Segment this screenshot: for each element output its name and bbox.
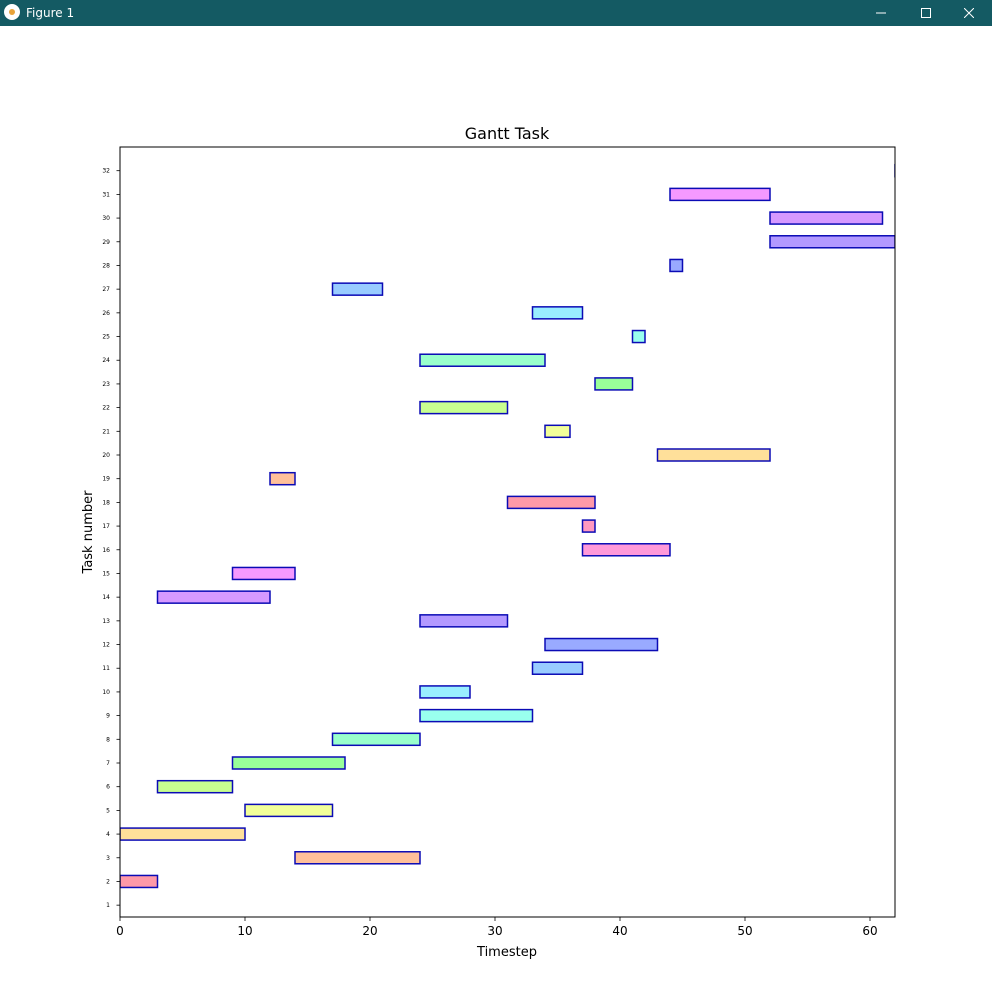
y-tick-label: 18 bbox=[102, 499, 110, 506]
y-tick-label: 16 bbox=[102, 547, 110, 554]
task-bar-16 bbox=[581, 543, 671, 557]
y-tick-label: 23 bbox=[102, 381, 110, 388]
y-tick-label: 11 bbox=[102, 665, 110, 672]
task-bar-11 bbox=[531, 661, 584, 675]
y-tick-label: 32 bbox=[102, 168, 110, 175]
x-axis-label: Timestep bbox=[476, 945, 537, 960]
x-tick-label: 20 bbox=[362, 924, 377, 938]
task-bar-20 bbox=[656, 448, 771, 462]
task-bar-25 bbox=[631, 329, 646, 344]
y-tick-label: 3 bbox=[106, 855, 110, 862]
y-tick-label: 21 bbox=[102, 428, 110, 435]
y-tick-label: 25 bbox=[102, 334, 110, 341]
task-bar-32 bbox=[894, 163, 895, 178]
task-bar-8 bbox=[331, 732, 421, 747]
task-bar-18 bbox=[506, 495, 596, 510]
task-bar-12 bbox=[544, 637, 659, 652]
task-bar-17 bbox=[581, 519, 596, 533]
task-bar-4 bbox=[120, 827, 246, 841]
y-tick-label: 27 bbox=[102, 286, 110, 293]
y-tick-label: 13 bbox=[102, 618, 110, 625]
window-title: Figure 1 bbox=[26, 6, 75, 20]
task-bar-5 bbox=[244, 803, 334, 818]
y-tick-label: 26 bbox=[102, 310, 110, 317]
y-tick-label: 12 bbox=[102, 642, 110, 649]
task-bar-22 bbox=[419, 400, 509, 415]
x-tick-label: 60 bbox=[862, 924, 877, 938]
y-tick-label: 19 bbox=[102, 476, 110, 483]
task-bar-14 bbox=[156, 590, 271, 604]
y-tick-label: 15 bbox=[102, 570, 110, 577]
task-bar-19 bbox=[269, 471, 296, 486]
task-bar-9 bbox=[419, 708, 534, 723]
maximize-button[interactable] bbox=[903, 0, 949, 26]
task-bar-6 bbox=[156, 779, 234, 794]
y-tick-label: 10 bbox=[102, 689, 110, 696]
x-tick-label: 0 bbox=[116, 924, 124, 938]
y-tick-label: 5 bbox=[106, 807, 110, 814]
close-icon bbox=[964, 8, 974, 18]
y-tick-label: 30 bbox=[102, 215, 110, 222]
task-bar-30 bbox=[769, 211, 884, 225]
app-icon bbox=[4, 4, 20, 20]
y-tick-label: 1 bbox=[106, 902, 110, 909]
task-bar-7 bbox=[231, 756, 346, 770]
y-tick-label: 31 bbox=[102, 191, 110, 198]
y-tick-label: 20 bbox=[102, 452, 110, 459]
task-bar-23 bbox=[594, 377, 634, 391]
y-tick-label: 2 bbox=[106, 878, 110, 885]
task-bar-24 bbox=[419, 353, 546, 367]
y-tick-label: 6 bbox=[106, 784, 110, 791]
y-tick-label: 28 bbox=[102, 262, 110, 269]
x-tick-label: 30 bbox=[487, 924, 502, 938]
gantt-chart: Gantt Task 12345678910111213141516171819… bbox=[81, 124, 896, 960]
x-tick-label: 50 bbox=[737, 924, 752, 938]
y-tick-label: 7 bbox=[106, 760, 110, 767]
close-button[interactable] bbox=[946, 0, 992, 26]
task-bar-15 bbox=[231, 566, 296, 581]
task-bar-2 bbox=[120, 874, 159, 889]
task-bar-29 bbox=[769, 235, 895, 249]
task-bar-13 bbox=[419, 614, 509, 628]
task-bar-26 bbox=[531, 306, 584, 320]
y-tick-label: 8 bbox=[106, 736, 110, 743]
y-tick-label: 29 bbox=[102, 239, 110, 246]
y-tick-label: 17 bbox=[102, 523, 110, 530]
y-tick-label: 14 bbox=[102, 594, 110, 601]
task-bar-27 bbox=[331, 282, 384, 296]
x-axis-ticks: 0 10 20 30 40 50 60 bbox=[116, 917, 878, 938]
maximize-icon bbox=[921, 8, 931, 18]
y-tick-label: 22 bbox=[102, 405, 110, 412]
y-tick-label: 9 bbox=[106, 713, 110, 720]
task-bar-10 bbox=[419, 685, 471, 699]
minimize-icon bbox=[876, 12, 886, 14]
x-tick-label: 10 bbox=[237, 924, 252, 938]
minimize-button[interactable] bbox=[858, 0, 904, 26]
task-bar-31 bbox=[669, 187, 771, 202]
task-bar-3 bbox=[294, 851, 421, 865]
plot-frame bbox=[119, 146, 896, 918]
window-titlebar: Figure 1 bbox=[0, 0, 992, 26]
chart-title: Gantt Task bbox=[465, 124, 550, 143]
y-axis-label: Task number bbox=[81, 490, 96, 575]
task-bar-21 bbox=[544, 424, 571, 439]
y-tick-label: 24 bbox=[102, 357, 110, 364]
task-bars bbox=[120, 163, 895, 889]
x-tick-label: 40 bbox=[612, 924, 627, 938]
y-axis-ticks: 1234567891011121314151617181920212223242… bbox=[102, 168, 120, 909]
y-tick-label: 4 bbox=[106, 831, 110, 838]
task-bar-28 bbox=[669, 258, 684, 273]
